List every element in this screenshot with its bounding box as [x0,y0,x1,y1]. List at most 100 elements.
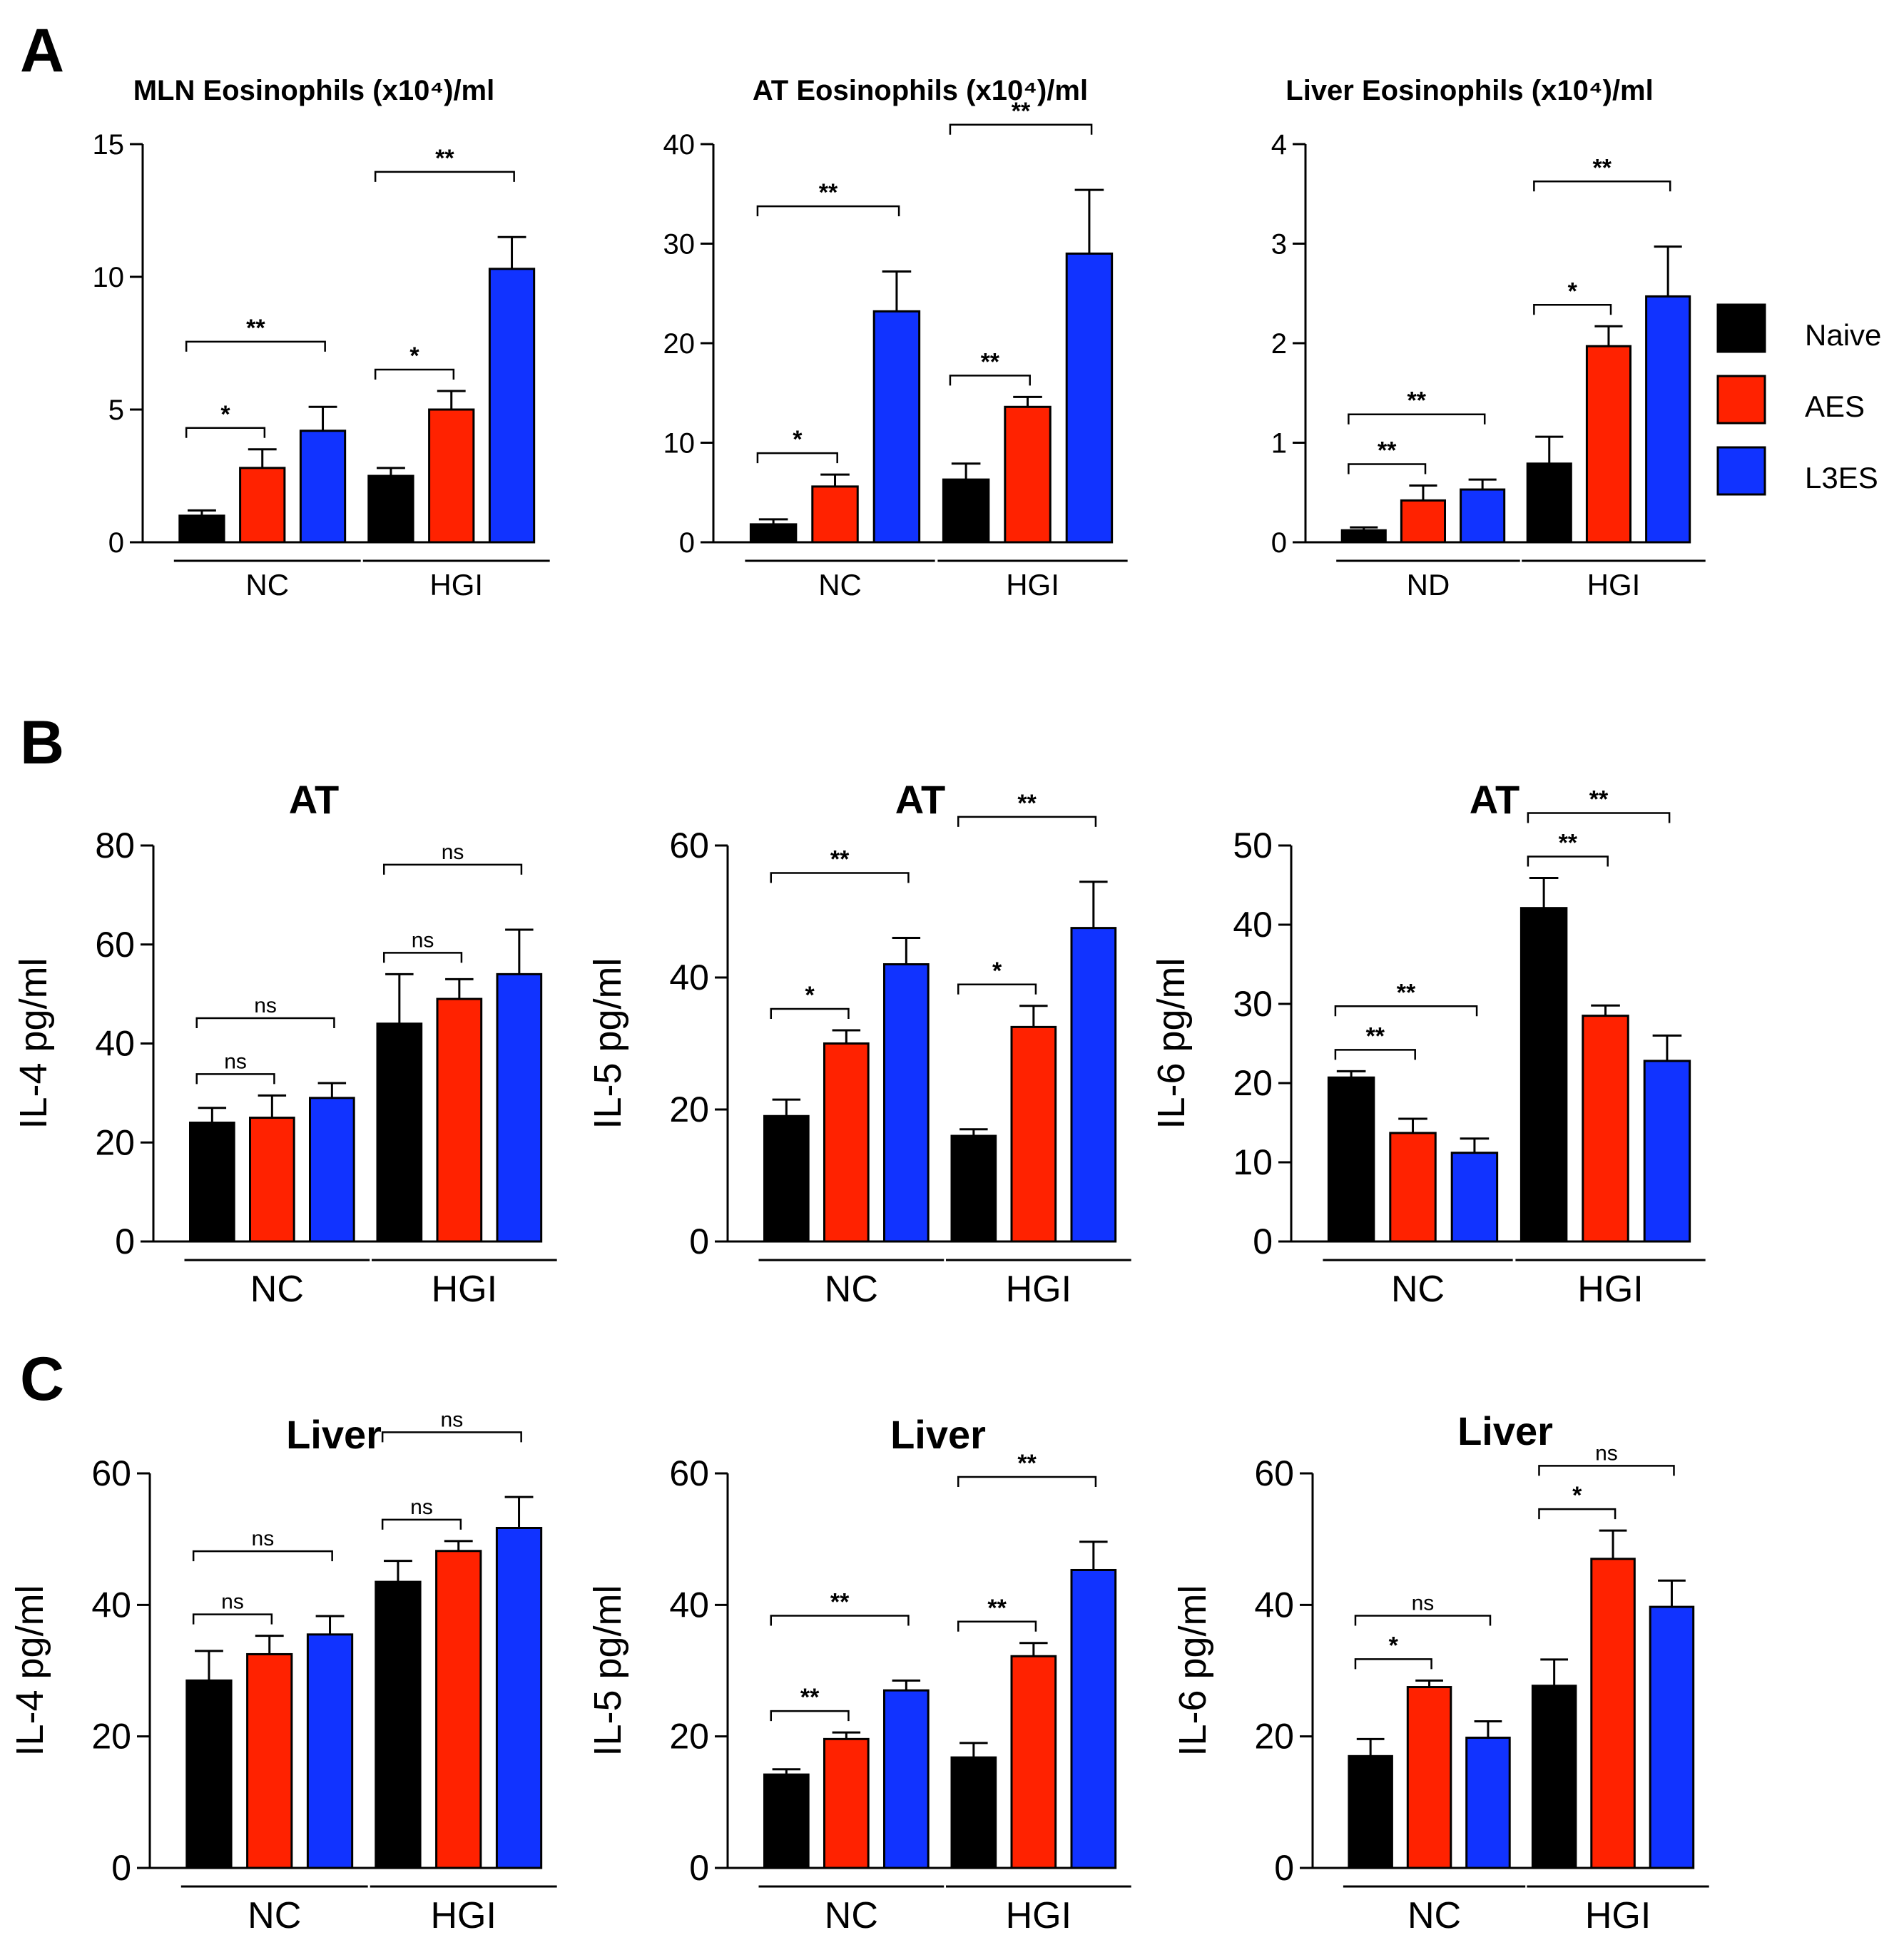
y-tick-label: 5 [108,395,124,426]
y-tick-label: 40 [95,1024,135,1064]
significance-label: ** [1589,786,1609,813]
significance-bracket [381,1518,462,1530]
significance-bracket [1527,855,1609,867]
significance-bracket [185,427,266,438]
group-label: NC [818,568,862,601]
group-label: HGI [1577,1269,1643,1310]
chart-title: AT Eosinophils (x10⁴)/ml [753,75,1088,106]
bar [299,430,347,544]
significance-label: ** [800,1684,820,1711]
chart-4: AT 0 20 40 60 80 IL-4 pg/ml NC HGI ns ns ns ns [12,777,557,1310]
y-tick-label: 0 [689,1222,709,1261]
significance-label: ** [246,315,265,342]
significance-bracket [957,1476,1097,1488]
bar [249,1117,295,1243]
bar [883,1689,930,1869]
significance-bracket [383,863,523,875]
group-label: HGI [1585,1895,1651,1936]
group-label: NC [248,1895,301,1936]
y-tick-label: 0 [1271,527,1287,559]
legend-label-naive: Naive [1805,318,1881,352]
y-tick-label: 3 [1271,229,1287,260]
y-tick-label: 60 [669,826,709,865]
chart-title: Liver [286,1412,382,1457]
y-tick-label: 15 [93,129,125,161]
legend-swatch-l3es [1716,446,1766,496]
y-tick-label: 60 [91,1453,131,1493]
significance-bracket [957,1620,1037,1632]
bar [178,514,225,544]
bar [189,1122,235,1243]
significance-bracket [1538,1465,1675,1476]
bar [1649,1605,1695,1869]
bar [942,478,990,544]
bar [1519,907,1568,1243]
bar [1400,499,1447,544]
bar [1406,1686,1452,1869]
significance-bracket [770,1710,850,1722]
bar [950,1756,997,1869]
y-tick-label: 10 [93,262,125,293]
bar [435,1550,482,1869]
significance-label: * [793,426,803,453]
significance-label: * [409,342,419,370]
y-tick-label: 20 [669,1717,709,1757]
significance-label: ns [412,928,434,952]
bar [367,474,414,544]
significance-bracket [756,452,838,464]
y-tick-label: 4 [1271,129,1287,161]
bar [1643,1060,1691,1243]
significance-bracket [1538,1508,1617,1520]
bar [811,485,859,544]
y-tick-label: 0 [689,1848,709,1888]
significance-label: ** [1366,1022,1385,1050]
bar [823,1737,870,1869]
y-axis-label: IL-5 pg/ml [586,1585,629,1756]
group-label: NC [1407,1895,1461,1936]
bar [309,1097,355,1243]
bar [1010,1025,1057,1243]
significance-bracket [185,340,326,352]
group-label: HGI [429,568,483,601]
significance-label: ns [221,1590,244,1614]
significance-label: ** [435,145,454,172]
significance-label: ns [1595,1441,1618,1465]
significance-label: ** [1407,387,1427,415]
bar [1010,1655,1057,1869]
significance-bracket [374,368,455,380]
bar [375,1580,422,1869]
significance-label: ns [1412,1591,1435,1615]
bar [1070,927,1117,1243]
significance-bracket [192,1550,333,1562]
significance-bracket [1348,463,1427,474]
y-tick-label: 10 [663,428,696,459]
significance-label: ** [1017,790,1037,817]
chart-8: Liver 0 20 40 60 IL-5 pg/ml NC HGI ** ** ** ** [586,1412,1131,1936]
bar [1327,1076,1375,1243]
significance-label: ns [442,841,464,864]
significance-label: ** [1593,154,1612,181]
significance-label: * [992,958,1002,985]
significance-bracket [957,816,1097,827]
group-label: HGI [1006,568,1059,601]
significance-bracket [949,375,1031,386]
significance-label: ** [1012,98,1031,125]
significance-label: ** [981,348,1000,375]
bar [872,310,921,544]
significance-label: ** [987,1595,1007,1622]
y-tick-label: 10 [1233,1142,1273,1182]
legend-swatch-naive [1716,303,1766,353]
significance-label: * [1389,1632,1399,1659]
bar [823,1042,870,1243]
legend: Naive AES L3ES [1716,303,1881,496]
chart-9: Liver 0 20 40 60 IL-6 pg/ml NC HGI * ns * ns [1171,1408,1709,1936]
y-tick-label: 20 [95,1122,135,1162]
y-tick-label: 40 [663,129,696,161]
group-label: ND [1407,568,1450,601]
bar [376,1022,423,1243]
significance-bracket [770,1007,850,1019]
significance-bracket [957,983,1037,995]
